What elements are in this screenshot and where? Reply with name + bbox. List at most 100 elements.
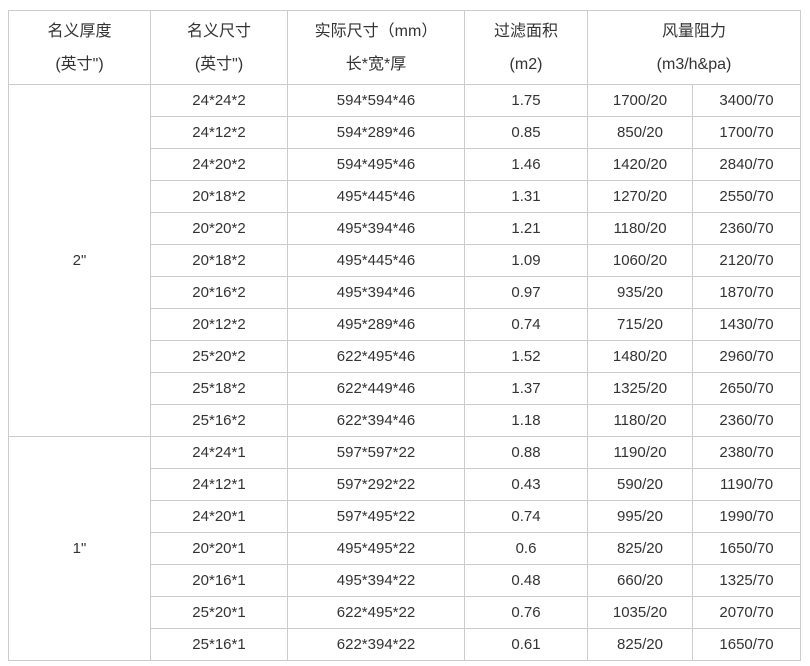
table-header: 名义厚度 (英寸") 名义尺寸 (英寸") 实际尺寸（mm） 长*宽*厚 过滤面… xyxy=(8,10,802,85)
actual-size-cell: 597*292*22 xyxy=(287,468,465,501)
nominal-size-cell: 20*12*2 xyxy=(150,308,288,341)
table-row: 24*12*1 597*292*22 0.43 590/20 1190/70 xyxy=(9,468,802,501)
airflow-20pa-cell: 1190/20 xyxy=(587,436,693,469)
thickness-cell: 1" xyxy=(8,436,151,661)
nominal-size-cell: 25*18*2 xyxy=(150,372,288,405)
nominal-size-cell: 20*18*2 xyxy=(150,180,288,213)
thickness-cell: 2" xyxy=(8,84,151,437)
airflow-20pa-cell: 1180/20 xyxy=(587,404,693,437)
airflow-70pa-cell: 1990/70 xyxy=(691,500,802,533)
airflow-20pa-cell: 825/20 xyxy=(587,628,693,661)
header-line: 过滤面积 xyxy=(493,22,558,40)
header-line: 名义尺寸 xyxy=(186,22,251,40)
filter-area-cell: 1.09 xyxy=(464,244,588,277)
nominal-size-cell: 20*20*1 xyxy=(150,532,288,565)
filter-area-cell: 0.6 xyxy=(464,532,588,565)
table-row: 24*12*2 594*289*46 0.85 850/20 1700/70 xyxy=(9,116,802,149)
filter-area-cell: 1.37 xyxy=(464,372,588,405)
airflow-20pa-cell: 590/20 xyxy=(587,468,693,501)
airflow-70pa-cell: 2960/70 xyxy=(691,340,802,373)
nominal-size-cell: 25*16*2 xyxy=(150,404,288,437)
actual-size-cell: 495*445*46 xyxy=(287,180,465,213)
nominal-size-cell: 20*18*2 xyxy=(150,244,288,277)
actual-size-cell: 622*495*22 xyxy=(287,596,465,629)
airflow-70pa-cell: 1430/70 xyxy=(691,308,802,341)
table-row: 25*18*2 622*449*46 1.37 1325/20 2650/70 xyxy=(9,372,802,405)
airflow-20pa-cell: 935/20 xyxy=(587,276,693,309)
filter-area-cell: 0.61 xyxy=(464,628,588,661)
filter-area-cell: 1.21 xyxy=(464,212,588,245)
nominal-size-cell: 24*24*1 xyxy=(150,436,288,469)
table-row: 20*20*1 495*495*22 0.6 825/20 1650/70 xyxy=(9,532,802,565)
filter-spec-table: 名义厚度 (英寸") 名义尺寸 (英寸") 实际尺寸（mm） 长*宽*厚 过滤面… xyxy=(8,10,802,661)
airflow-70pa-cell: 2550/70 xyxy=(691,180,802,213)
actual-size-cell: 594*594*46 xyxy=(287,84,465,117)
actual-size-cell: 495*445*46 xyxy=(287,244,465,277)
airflow-20pa-cell: 825/20 xyxy=(587,532,693,565)
table-row: 24*20*1 597*495*22 0.74 995/20 1990/70 xyxy=(9,500,802,533)
airflow-20pa-cell: 715/20 xyxy=(587,308,693,341)
airflow-20pa-cell: 1180/20 xyxy=(587,212,693,245)
table-row: 2" 24*24*2 594*594*46 1.75 1700/20 3400/… xyxy=(8,84,802,437)
header-line: 长*宽*厚 xyxy=(345,55,407,73)
filter-area-cell: 1.31 xyxy=(464,180,588,213)
header-line: 名义厚度 xyxy=(47,22,112,40)
header-line: 风量阻力 xyxy=(662,22,727,40)
header-actual-size: 实际尺寸（mm） 长*宽*厚 xyxy=(287,10,465,85)
actual-size-cell: 597*597*22 xyxy=(287,436,465,469)
header-nominal-thickness: 名义厚度 (英寸") xyxy=(8,10,151,85)
filter-area-cell: 1.75 xyxy=(464,84,588,117)
airflow-70pa-cell: 1190/70 xyxy=(691,468,802,501)
actual-size-cell: 594*495*46 xyxy=(287,148,465,181)
nominal-size-cell: 24*20*1 xyxy=(150,500,288,533)
header-line: (m2) xyxy=(509,55,543,73)
nominal-size-cell: 24*20*2 xyxy=(150,148,288,181)
airflow-20pa-cell: 1060/20 xyxy=(587,244,693,277)
filter-area-cell: 0.48 xyxy=(464,564,588,597)
header-nominal-size: 名义尺寸 (英寸") xyxy=(150,10,288,85)
airflow-70pa-cell: 2840/70 xyxy=(691,148,802,181)
header-line: (英寸") xyxy=(194,55,244,73)
table-row: 25*16*2 622*394*46 1.18 1180/20 2360/70 xyxy=(9,404,802,437)
actual-size-cell: 594*289*46 xyxy=(287,116,465,149)
nominal-size-cell: 20*16*2 xyxy=(150,276,288,309)
airflow-20pa-cell: 1480/20 xyxy=(587,340,693,373)
header-line: 实际尺寸（mm） xyxy=(314,22,438,40)
nominal-size-cell: 25*16*1 xyxy=(150,628,288,661)
airflow-20pa-cell: 660/20 xyxy=(587,564,693,597)
actual-size-cell: 495*394*46 xyxy=(287,276,465,309)
table-row: 20*18*2 495*445*46 1.31 1270/20 2550/70 xyxy=(9,180,802,213)
table-body: 2" 24*24*2 594*594*46 1.75 1700/20 3400/… xyxy=(8,84,802,661)
table-row: 1" 24*24*1 597*597*22 0.88 1190/20 2380/… xyxy=(8,436,802,661)
table-row: 20*18*2 495*445*46 1.09 1060/20 2120/70 xyxy=(9,244,802,277)
airflow-20pa-cell: 995/20 xyxy=(587,500,693,533)
actual-size-cell: 495*289*46 xyxy=(287,308,465,341)
actual-size-cell: 597*495*22 xyxy=(287,500,465,533)
nominal-size-cell: 25*20*2 xyxy=(150,340,288,373)
actual-size-cell: 495*495*22 xyxy=(287,532,465,565)
filter-area-cell: 0.74 xyxy=(464,308,588,341)
filter-area-cell: 0.88 xyxy=(464,436,588,469)
nominal-size-cell: 24*12*2 xyxy=(150,116,288,149)
airflow-70pa-cell: 2120/70 xyxy=(691,244,802,277)
filter-area-cell: 1.46 xyxy=(464,148,588,181)
header-filter-area: 过滤面积 (m2) xyxy=(464,10,588,85)
airflow-70pa-cell: 1650/70 xyxy=(691,628,802,661)
airflow-70pa-cell: 2650/70 xyxy=(691,372,802,405)
airflow-70pa-cell: 2360/70 xyxy=(691,404,802,437)
filter-area-cell: 0.97 xyxy=(464,276,588,309)
airflow-20pa-cell: 1420/20 xyxy=(587,148,693,181)
airflow-70pa-cell: 1700/70 xyxy=(691,116,802,149)
table-row: 20*20*2 495*394*46 1.21 1180/20 2360/70 xyxy=(9,212,802,245)
airflow-70pa-cell: 1870/70 xyxy=(691,276,802,309)
table-row: 20*16*2 495*394*46 0.97 935/20 1870/70 xyxy=(9,276,802,309)
filter-area-cell: 0.85 xyxy=(464,116,588,149)
airflow-70pa-cell: 2070/70 xyxy=(691,596,802,629)
filter-area-cell: 1.52 xyxy=(464,340,588,373)
table-row: 24*20*2 594*495*46 1.46 1420/20 2840/70 xyxy=(9,148,802,181)
nominal-size-cell: 20*20*2 xyxy=(150,212,288,245)
airflow-20pa-cell: 850/20 xyxy=(587,116,693,149)
airflow-70pa-cell: 1325/70 xyxy=(691,564,802,597)
airflow-20pa-cell: 1700/20 xyxy=(587,84,693,117)
spec-table-container: 名义厚度 (英寸") 名义尺寸 (英寸") 实际尺寸（mm） 长*宽*厚 过滤面… xyxy=(8,10,802,661)
